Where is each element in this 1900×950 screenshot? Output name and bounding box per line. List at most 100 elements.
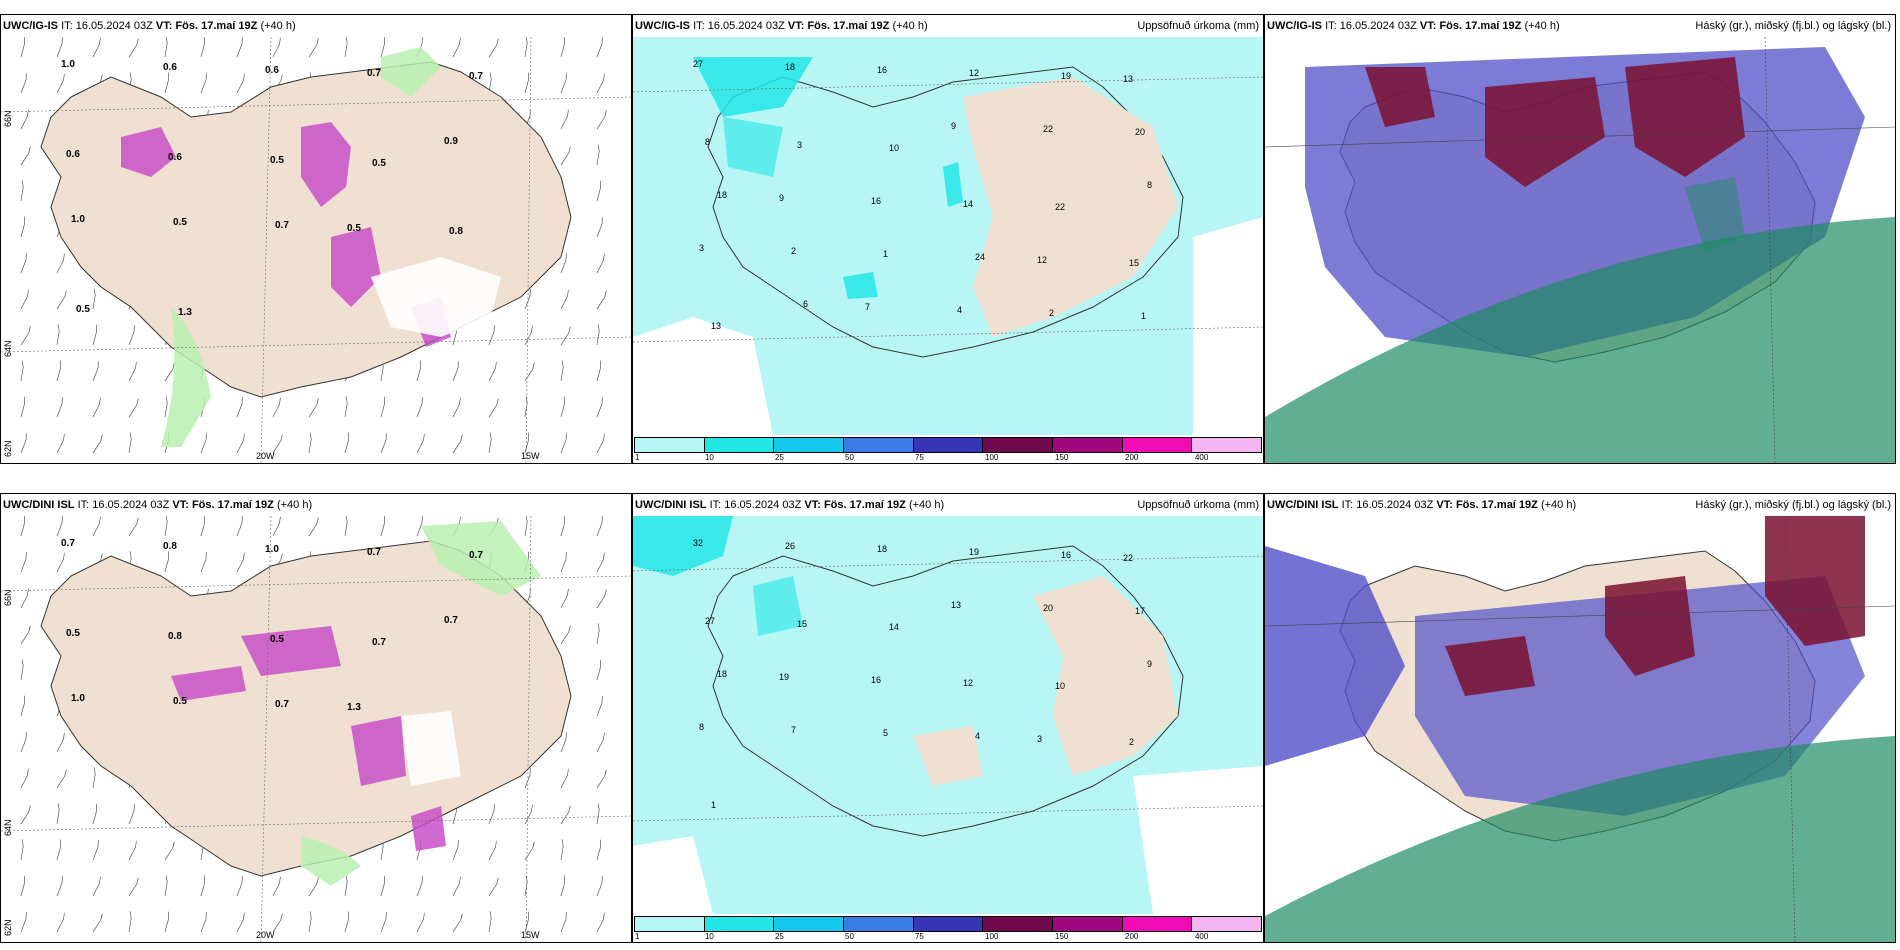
lon-label: 15W — [521, 930, 540, 940]
precip-high — [633, 516, 733, 576]
wind-barb — [56, 552, 65, 573]
value-label: 1 — [1141, 311, 1146, 321]
wind-barb — [308, 877, 319, 897]
lead-time: (+40 h) — [892, 20, 928, 32]
model-name: UWC/DINI ISL — [635, 499, 707, 511]
wind-barb — [524, 362, 535, 382]
high-cloud-area — [1265, 736, 1895, 942]
value-label: 0.6 — [163, 62, 177, 73]
wind-barb — [164, 37, 168, 58]
value-label: 15 — [1129, 258, 1139, 268]
lat-line — [633, 76, 1263, 93]
value-label: 9 — [779, 193, 784, 203]
low-cloud-area — [1605, 576, 1695, 676]
colorbar-swatch — [844, 438, 914, 452]
colorbar-swatches — [634, 437, 1262, 453]
value-label: 0.5 — [347, 223, 361, 234]
colorbar-swatch — [635, 438, 705, 452]
value-label: 18 — [877, 544, 887, 554]
wind-barb — [200, 516, 206, 537]
wind-barb — [380, 912, 387, 933]
lon-label: 15W — [521, 451, 540, 461]
colorbar-label: 10 — [704, 932, 714, 941]
wind-barb — [596, 912, 605, 933]
map-area: 66N 64N 62N 20W 15W 1.0 0.6 0.6 0.7 0.7 0.6 0.… — [1, 37, 631, 463]
value-label: 0.7 — [367, 68, 381, 79]
wind-barb — [488, 804, 495, 825]
panel-header: UWC/IG-IS IT: 16.05.2024 03Z VT: Fös. 17… — [1265, 15, 1895, 37]
colorbar-swatch — [913, 917, 984, 931]
wind-barb — [56, 360, 62, 382]
value-label: 0.6 — [265, 65, 279, 76]
wind-barb — [56, 324, 60, 346]
value-label: 2 — [1129, 737, 1134, 747]
value-label: 14 — [889, 622, 899, 632]
value-label: 1.0 — [61, 59, 75, 70]
vt-value: Fös. 17.maí 19Z — [1455, 499, 1538, 511]
wind-barb — [128, 325, 135, 346]
wind-barb — [524, 768, 531, 789]
wind-barb — [560, 360, 564, 382]
value-label: 19 — [779, 672, 789, 682]
value-label: 9 — [951, 121, 956, 131]
lead-time: (+40 h) — [276, 499, 313, 511]
precip-colorbar: 1 10 25 50 75 100 150 200 400 — [633, 435, 1263, 463]
map-svg — [1265, 516, 1895, 942]
value-label: 24 — [975, 252, 985, 262]
wind-barb — [56, 839, 62, 861]
colorbar-label: 150 — [1055, 932, 1069, 941]
value-label: 18 — [717, 669, 727, 679]
vt-value: Fös. 17.maí 19Z — [1439, 20, 1522, 32]
lead-time: (+40 h) — [1540, 499, 1577, 511]
wind-barb — [20, 732, 27, 753]
colorbar-label: 75 — [914, 453, 924, 462]
wind-barb — [524, 396, 528, 418]
lead-time: (+40 h) — [260, 20, 296, 32]
colorbar-swatch — [774, 438, 845, 452]
wind-barb — [92, 397, 101, 418]
vt-label: VT: — [787, 20, 805, 32]
wind-barb — [272, 397, 281, 418]
wind-barb — [524, 432, 530, 454]
value-label: 1 — [711, 800, 716, 810]
value-label: 0.5 — [173, 696, 187, 707]
low-cloud-area — [1765, 516, 1865, 646]
value-label: 0.7 — [372, 637, 386, 648]
land-uncovered — [963, 77, 1178, 337]
wind-barb — [164, 516, 168, 537]
precip-green-area — [301, 836, 361, 886]
value-label: 22 — [1043, 124, 1053, 134]
value-label: 20 — [1135, 127, 1145, 137]
colorbar-swatch — [1192, 917, 1262, 931]
wind-barb — [596, 360, 602, 382]
wind-barb — [488, 911, 492, 933]
colorbar-labels: 1 10 25 50 75 100 150 200 400 — [633, 453, 1263, 463]
panel-header: UWC/IG-IS IT: 16.05.2024 03Z VT: Fös. 17… — [1, 15, 631, 37]
wind-barb — [200, 433, 207, 454]
wind-barb — [164, 362, 175, 382]
vt-label: VT: — [804, 499, 821, 511]
wind-barb — [596, 589, 607, 609]
value-label: 1.0 — [71, 693, 85, 704]
wind-barb — [488, 840, 497, 861]
snow-area — [241, 626, 341, 676]
lat-line — [1, 96, 631, 113]
wind-barb — [236, 516, 243, 537]
wind-barb — [308, 432, 312, 454]
vt-value: Fös. 17.maí 19Z — [823, 499, 906, 511]
wind-barb — [92, 803, 98, 825]
it-label: IT: — [709, 499, 722, 511]
wind-barb — [560, 625, 571, 645]
colorbar-swatch — [983, 438, 1054, 452]
colorbar-swatch — [635, 917, 705, 931]
value-label: 4 — [975, 731, 980, 741]
lat-label: 66N — [3, 110, 13, 127]
precip-colorbar: 1 10 25 50 75 100 150 200 400 — [633, 914, 1263, 942]
value-label: 16 — [877, 65, 887, 75]
vt-label: VT: — [155, 20, 173, 32]
wind-barb — [488, 432, 492, 454]
wind-barb — [488, 877, 499, 897]
wind-barb — [20, 659, 24, 681]
grid-line — [1265, 126, 1895, 148]
